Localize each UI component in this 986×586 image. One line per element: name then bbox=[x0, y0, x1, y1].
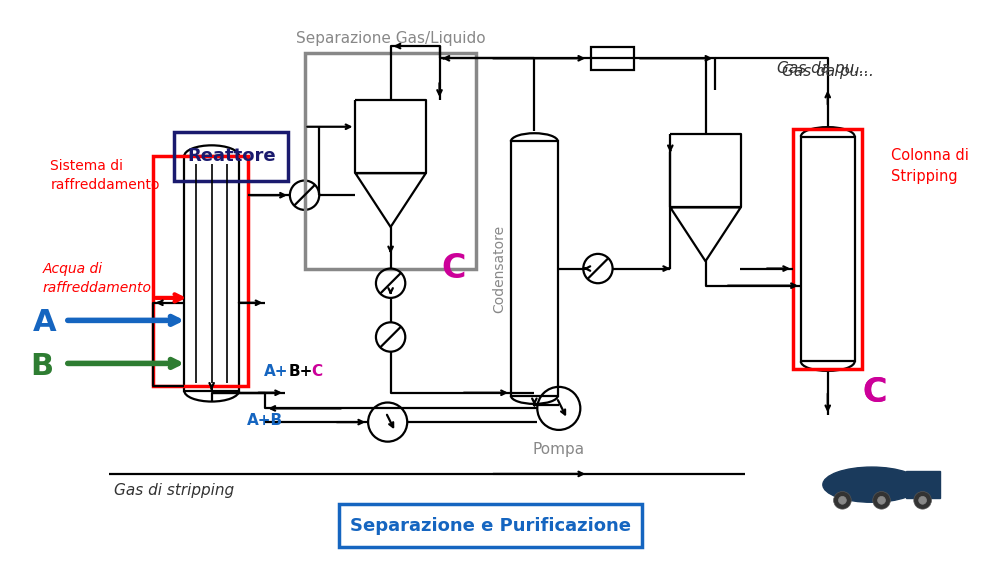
Circle shape bbox=[833, 492, 851, 509]
Text: Acqua di
raffreddamento: Acqua di raffreddamento bbox=[42, 262, 152, 295]
Text: C: C bbox=[442, 252, 466, 285]
Ellipse shape bbox=[823, 467, 921, 502]
Circle shape bbox=[919, 496, 927, 504]
Text: Gas da pu...: Gas da pu... bbox=[782, 63, 874, 79]
Bar bbox=[175, 132, 288, 180]
Bar bbox=[906, 471, 941, 498]
Text: Colonna di
Stripping: Colonna di Stripping bbox=[891, 148, 969, 184]
Text: A: A bbox=[33, 308, 56, 337]
Bar bbox=[591, 46, 634, 70]
Text: Pompa: Pompa bbox=[532, 442, 585, 457]
Bar bbox=[305, 53, 475, 268]
Text: B: B bbox=[31, 352, 54, 381]
Text: A+B: A+B bbox=[247, 413, 284, 428]
Text: A+: A+ bbox=[263, 364, 288, 379]
Text: Gas da pu...: Gas da pu... bbox=[777, 60, 869, 76]
Text: C: C bbox=[862, 376, 886, 409]
Text: Reattore: Reattore bbox=[187, 147, 275, 165]
Bar bbox=[801, 137, 855, 362]
Circle shape bbox=[838, 496, 846, 504]
Text: Gas di stripping: Gas di stripping bbox=[113, 483, 234, 498]
Text: C: C bbox=[862, 376, 886, 409]
Text: Separazione e Purificazione: Separazione e Purificazione bbox=[350, 517, 631, 535]
Text: Sistema di
raffreddamento: Sistema di raffreddamento bbox=[50, 159, 160, 192]
Bar bbox=[153, 156, 247, 386]
Text: Separazione Gas/Liquido: Separazione Gas/Liquido bbox=[296, 31, 485, 46]
Text: Codensatore: Codensatore bbox=[492, 224, 506, 312]
Text: C: C bbox=[312, 364, 322, 379]
Bar bbox=[184, 156, 239, 391]
Circle shape bbox=[878, 496, 885, 504]
Text: B+: B+ bbox=[289, 364, 314, 379]
Bar bbox=[793, 129, 863, 369]
Circle shape bbox=[873, 492, 890, 509]
Circle shape bbox=[914, 492, 932, 509]
Bar bbox=[511, 141, 558, 396]
Bar bbox=[339, 504, 642, 547]
